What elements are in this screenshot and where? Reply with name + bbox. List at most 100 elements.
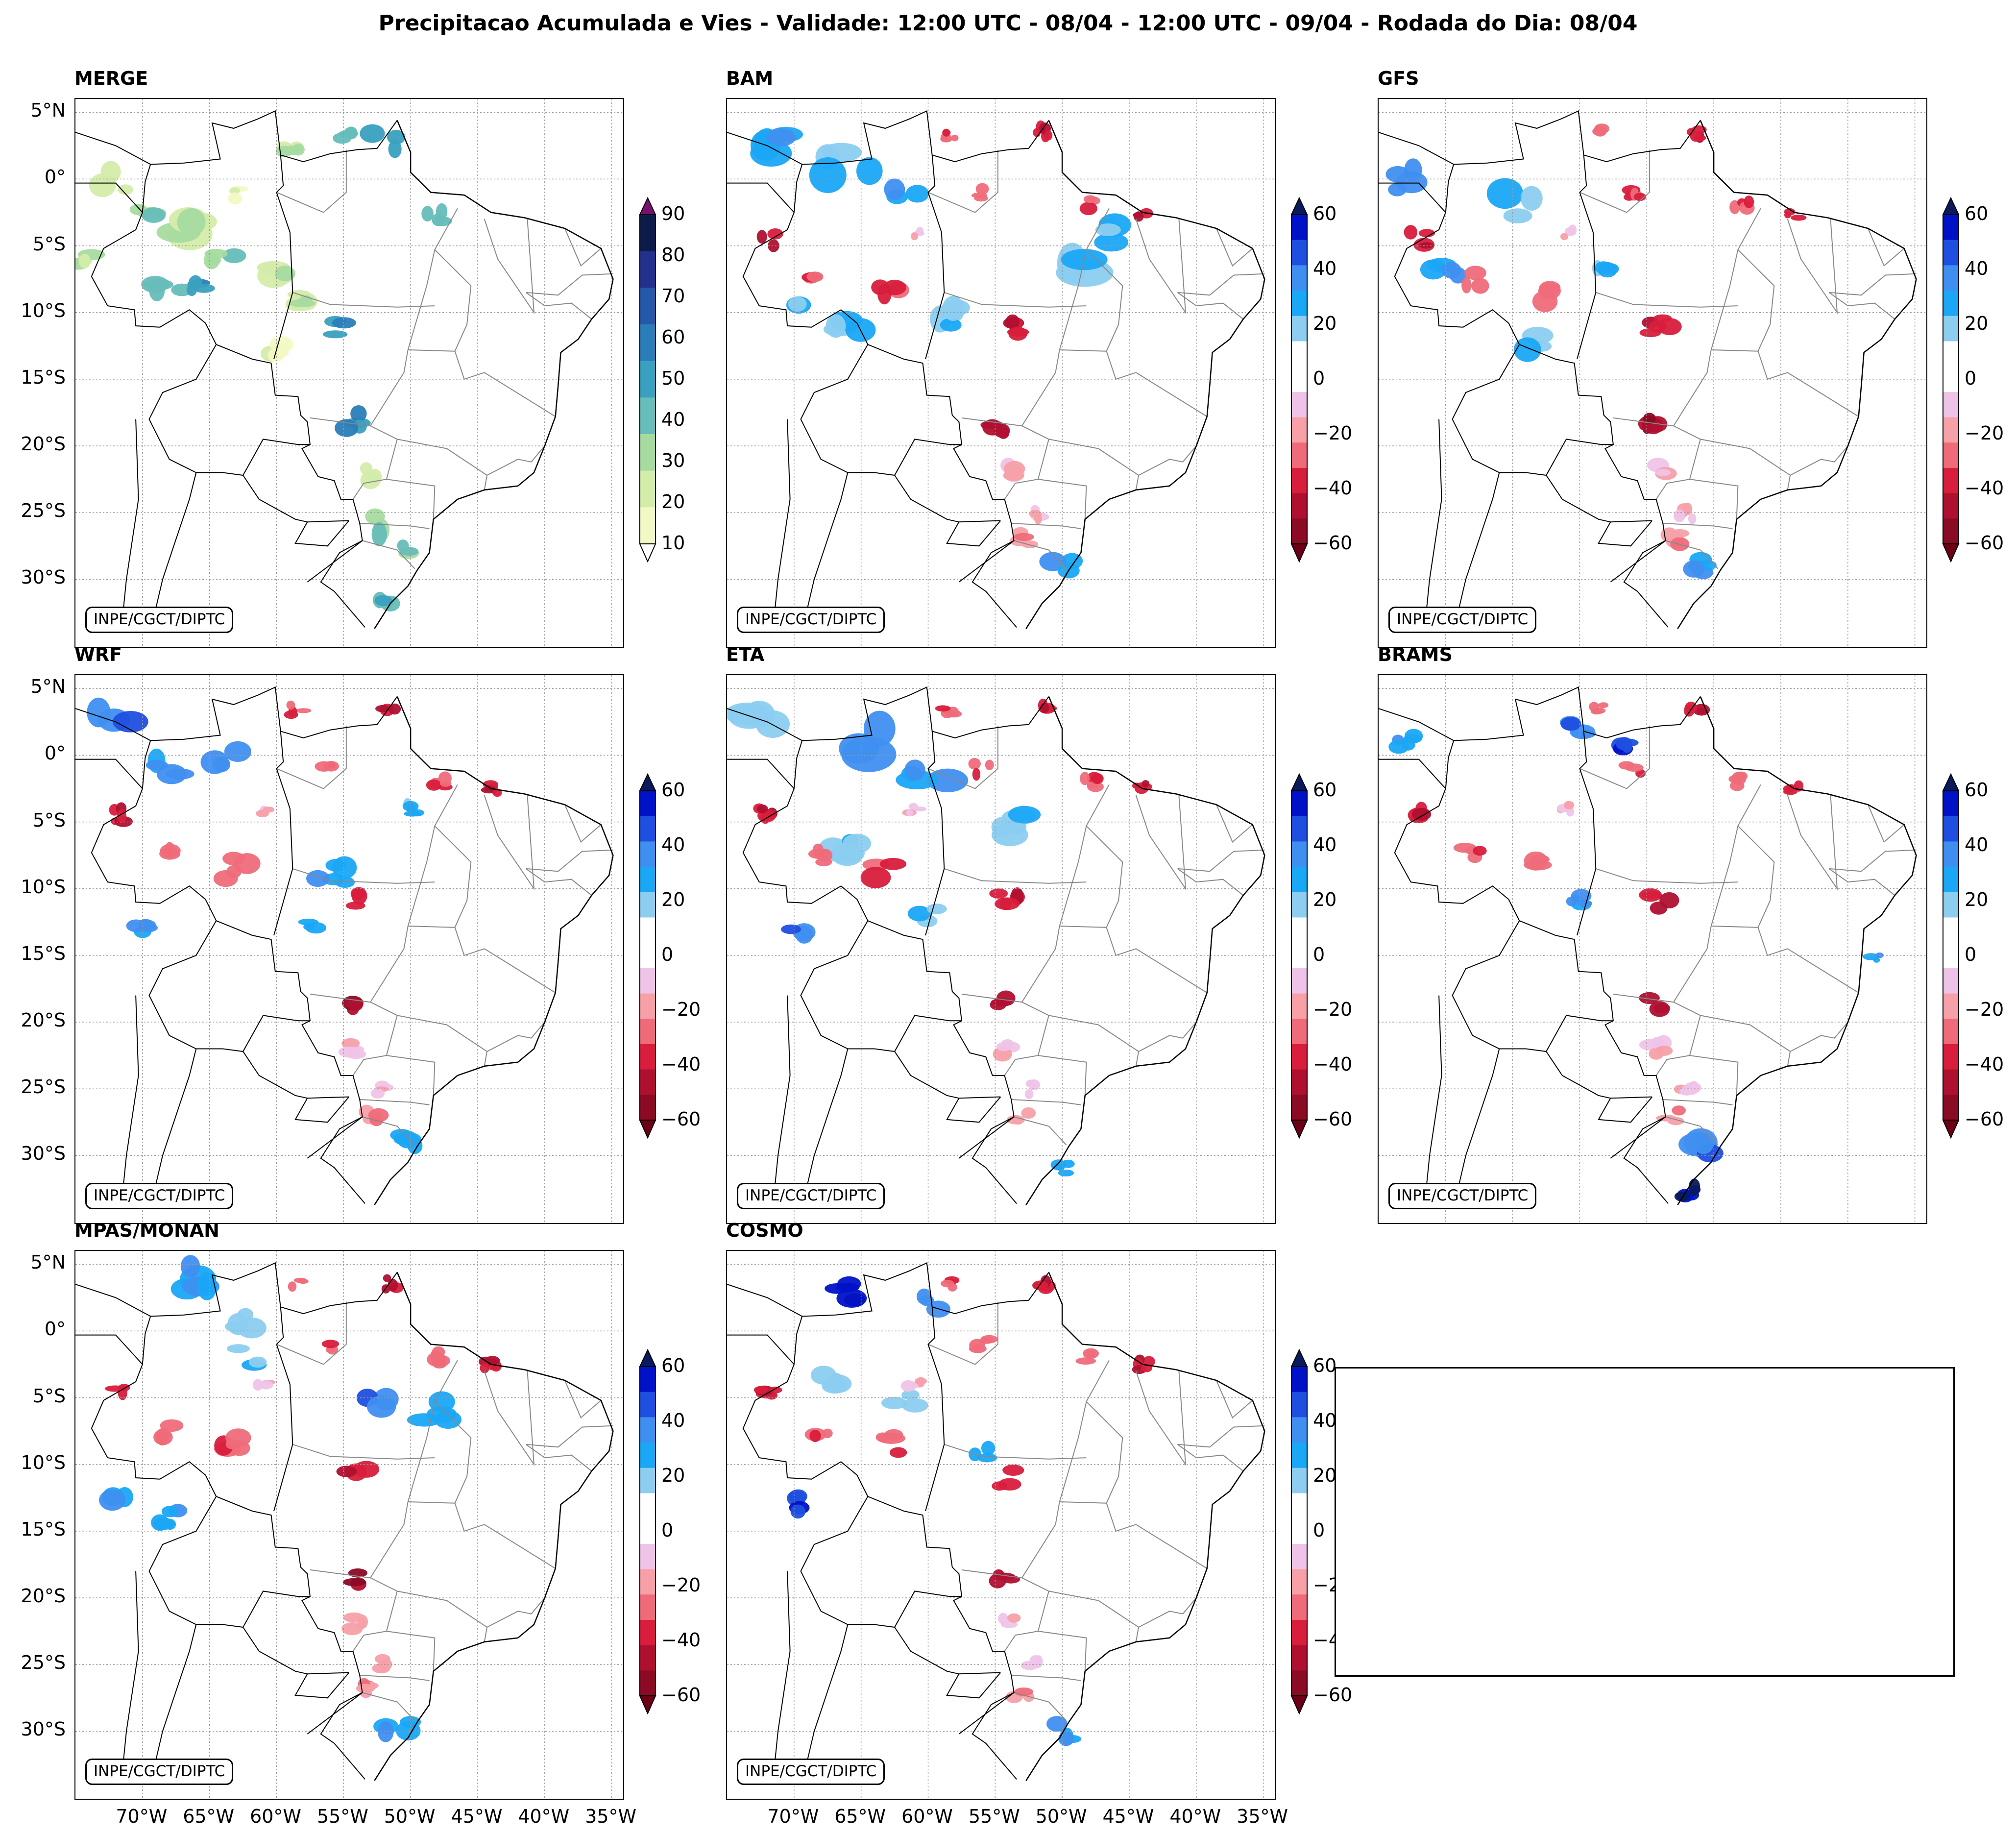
colorbar-segment <box>1943 816 1959 842</box>
colorbar-max-arrow <box>1942 197 1960 215</box>
graticule <box>1379 99 1926 647</box>
colorbar-segment <box>640 1467 656 1493</box>
colorbar-segment <box>640 1443 656 1468</box>
latitude-tick: 15°S <box>21 366 66 388</box>
latitude-tick: 5°N <box>30 676 66 698</box>
state-border <box>1655 439 1701 500</box>
colorbar-segment <box>1291 1392 1307 1418</box>
country-border <box>1546 439 1613 476</box>
colorbar-segment <box>640 1019 656 1045</box>
longitude-tick: 65°W <box>834 1806 886 1827</box>
colorbar-min-arrow <box>1942 543 1960 562</box>
latitude-tick: 10°S <box>21 1451 66 1473</box>
precipitation-field <box>99 1255 502 1742</box>
country-border <box>152 472 197 620</box>
state-border <box>1059 784 1110 927</box>
country-border <box>243 439 310 476</box>
colorbar-segment <box>1291 943 1307 969</box>
state-border <box>1673 349 1750 449</box>
colorbar-segment <box>1943 993 1959 1019</box>
country-border <box>1577 731 1597 936</box>
map-canvas <box>727 99 1275 647</box>
latitude-tick: 25°S <box>21 1076 66 1098</box>
colorbar-tick: 0 <box>1965 367 1977 389</box>
colorbar-segment <box>640 816 656 842</box>
colorbar-segment <box>640 1367 656 1393</box>
colorbar-tick: 20 <box>1313 889 1337 910</box>
colorbar-min-arrow <box>639 1120 656 1139</box>
colorbar-min-arrow <box>1290 543 1308 562</box>
country-border <box>727 758 795 789</box>
coastline <box>1677 696 1917 1205</box>
colorbar-max-arrow <box>639 773 656 791</box>
state-border <box>1059 349 1208 417</box>
longitude-tick: 35°W <box>1237 1806 1288 1827</box>
colorbar-segment <box>640 943 656 969</box>
state-border <box>352 1015 398 1076</box>
state-border <box>369 926 447 1026</box>
longitude-tick: 55°W <box>316 1806 368 1827</box>
state-border <box>1749 1022 1848 1052</box>
map-panel: INPE/CGCT/DIPTC <box>726 674 1276 1224</box>
latitude-tick: 30°S <box>21 1718 66 1740</box>
colorbar-tick: −20 <box>1313 422 1353 444</box>
state-border <box>1004 1591 1049 1652</box>
colorbar-segment <box>1943 265 1959 291</box>
country-border <box>1394 110 1701 628</box>
state-border <box>446 445 545 476</box>
state-border <box>526 1425 613 1448</box>
map-panel: INPE/CGCT/DIPTC <box>74 1250 624 1800</box>
colorbar-max-arrow <box>1290 197 1308 215</box>
colorbar-tick: 50 <box>661 367 685 389</box>
colorbar-segment <box>1943 867 1959 893</box>
country-border <box>894 1590 962 1628</box>
colorbar-tick: 20 <box>1313 1465 1337 1486</box>
colorbar-segment <box>640 288 656 325</box>
colorbar-segment <box>1291 215 1307 241</box>
precipitation-field <box>753 1275 1155 1746</box>
colorbar-segment <box>640 917 656 943</box>
colorbar <box>639 197 656 562</box>
map-panel: INPE/CGCT/DIPTC <box>1378 98 1927 648</box>
country-border <box>958 1116 1015 1159</box>
state-border <box>1787 475 1791 490</box>
country-border <box>804 472 849 620</box>
country-border <box>1394 686 1701 1204</box>
country-border <box>804 1624 849 1772</box>
country-border <box>925 731 945 936</box>
colorbar-segment <box>1291 993 1307 1019</box>
state-border <box>407 208 458 350</box>
colorbar-tick: 60 <box>1965 779 1989 801</box>
country-border <box>148 1496 243 1628</box>
colorbar-segment <box>1291 816 1307 842</box>
panel-title: BAM <box>726 68 774 89</box>
colorbar-min-arrow <box>639 1695 656 1714</box>
country-border <box>894 475 1001 523</box>
colorbar-tick: −60 <box>1313 532 1353 554</box>
colorbar-tick: 0 <box>661 944 674 965</box>
state-border <box>1059 1360 1110 1502</box>
country-border <box>1456 472 1500 620</box>
map-panel: INPE/CGCT/DIPTC <box>726 1250 1276 1800</box>
latitude-tick: 5°S <box>32 1385 66 1407</box>
state-border <box>1215 228 1253 267</box>
colorbar-segment <box>640 1493 656 1519</box>
state-border <box>484 1051 488 1067</box>
colorbar-segment <box>1291 291 1307 317</box>
state-border <box>484 1627 488 1642</box>
credit-label: INPE/CGCT/DIPTC <box>737 607 885 633</box>
colorbar-segment <box>640 1670 656 1696</box>
state-border <box>1011 523 1081 529</box>
colorbar-tick: 40 <box>1313 258 1337 279</box>
longitude-tick: 60°W <box>250 1806 301 1827</box>
country-border <box>1379 708 1454 741</box>
state-border <box>484 475 488 490</box>
country-border <box>294 1672 350 1699</box>
precipitation-field <box>87 697 502 1154</box>
country-border <box>1546 1015 1613 1052</box>
colorbar-segment <box>1291 417 1307 443</box>
graticule <box>727 99 1275 647</box>
state-border <box>1098 445 1197 476</box>
state-border <box>1059 926 1208 993</box>
colorbar-segment <box>1943 215 1959 241</box>
